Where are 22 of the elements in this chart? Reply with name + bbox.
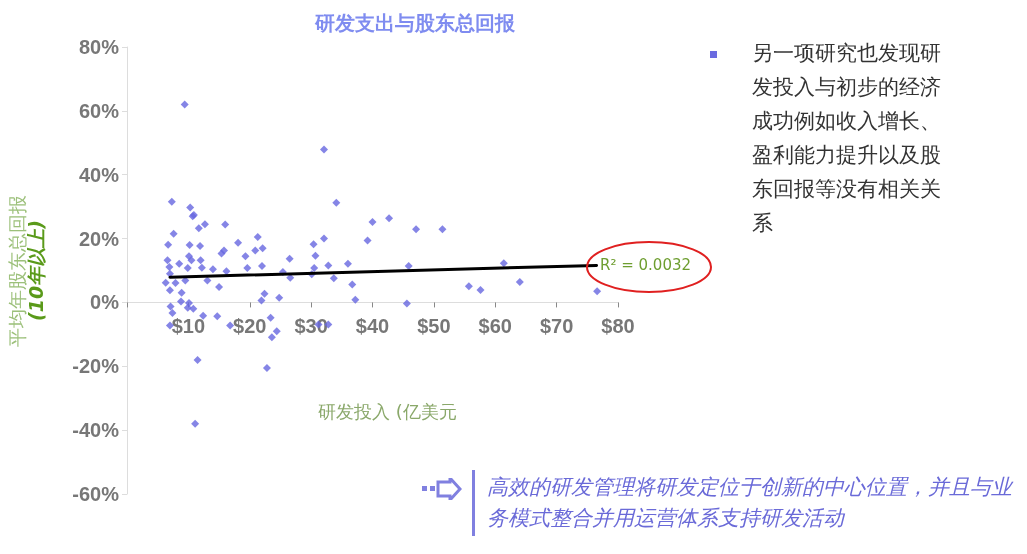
y-tick-label: 40% bbox=[78, 163, 120, 186]
y-tick-label: -60% bbox=[72, 483, 120, 505]
y-tick-label: 60% bbox=[78, 99, 120, 122]
y-tick-label: 20% bbox=[78, 227, 120, 250]
annotation: 高效的研发管理将研发定位于创新的中心位置，并且与业务模式整合并用运营体系支持研发活动 bbox=[487, 474, 1014, 532]
y-tick-label: -40% bbox=[72, 419, 120, 442]
y-tick-label: 80% bbox=[78, 36, 120, 58]
x-tick-label: $20 bbox=[233, 315, 267, 338]
y-tick-label: -20% bbox=[72, 355, 120, 378]
y-axis-title: 平均年股东总回报 (10年以上) bbox=[5, 194, 47, 347]
x-axis-title: 研发投入 (亿美元 bbox=[318, 400, 457, 422]
y-tick-label: 0% bbox=[90, 291, 120, 314]
x-tick-label: $80 bbox=[601, 315, 635, 338]
x-tick-label: $30 bbox=[294, 315, 328, 338]
x-tick-label: $50 bbox=[417, 315, 451, 338]
x-tick-label: $40 bbox=[355, 315, 390, 338]
text: 另一项研究也发现研发投入与初步的经济成功例如收入增长、盈利能力提升以及股东回报等没有相关关系 bbox=[752, 40, 942, 237]
x-tick-label: $60 bbox=[478, 315, 512, 338]
annotation: R² = 0.0032 bbox=[600, 256, 692, 274]
x-tick-label: $10 bbox=[171, 315, 206, 338]
chart-title: 研发支出与股东总回报 bbox=[314, 11, 516, 35]
x-tick-label: $70 bbox=[539, 315, 574, 338]
